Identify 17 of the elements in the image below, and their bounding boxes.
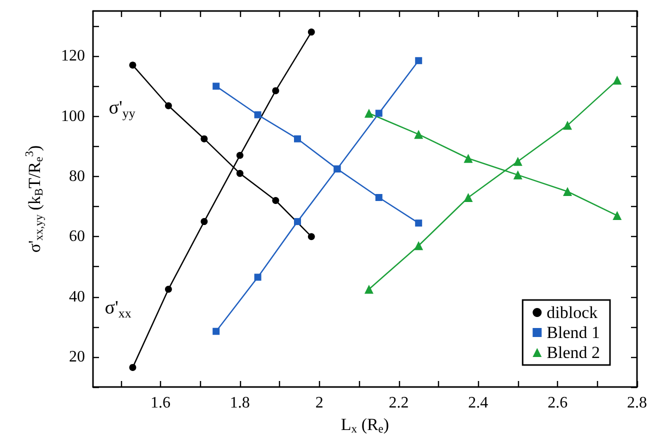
y-tick-label: 20 xyxy=(69,348,85,366)
y-tick-label: 60 xyxy=(69,228,85,246)
x-tick-label: 2.8 xyxy=(627,394,647,412)
y-tick-label: 40 xyxy=(69,288,85,306)
legend-label: Blend 1 xyxy=(546,323,600,342)
x-tick-label: 2.6 xyxy=(548,394,568,412)
x-tick-label: 2.2 xyxy=(388,394,409,412)
y-tick-label: 80 xyxy=(69,168,85,185)
x-tick-label: 1.6 xyxy=(150,394,171,412)
legend-label: diblock xyxy=(546,303,598,322)
x-tick-label: 1.8 xyxy=(230,394,250,412)
legend-label: Blend 2 xyxy=(546,343,600,362)
x-tick-label: 2.4 xyxy=(468,394,488,412)
x-tick-label: 2 xyxy=(315,394,324,412)
y-axis-title: σ'xx,yy (kBT/Re3) xyxy=(23,145,46,253)
y-tick-label: 100 xyxy=(61,108,85,125)
y-tick-label: 120 xyxy=(61,48,85,65)
